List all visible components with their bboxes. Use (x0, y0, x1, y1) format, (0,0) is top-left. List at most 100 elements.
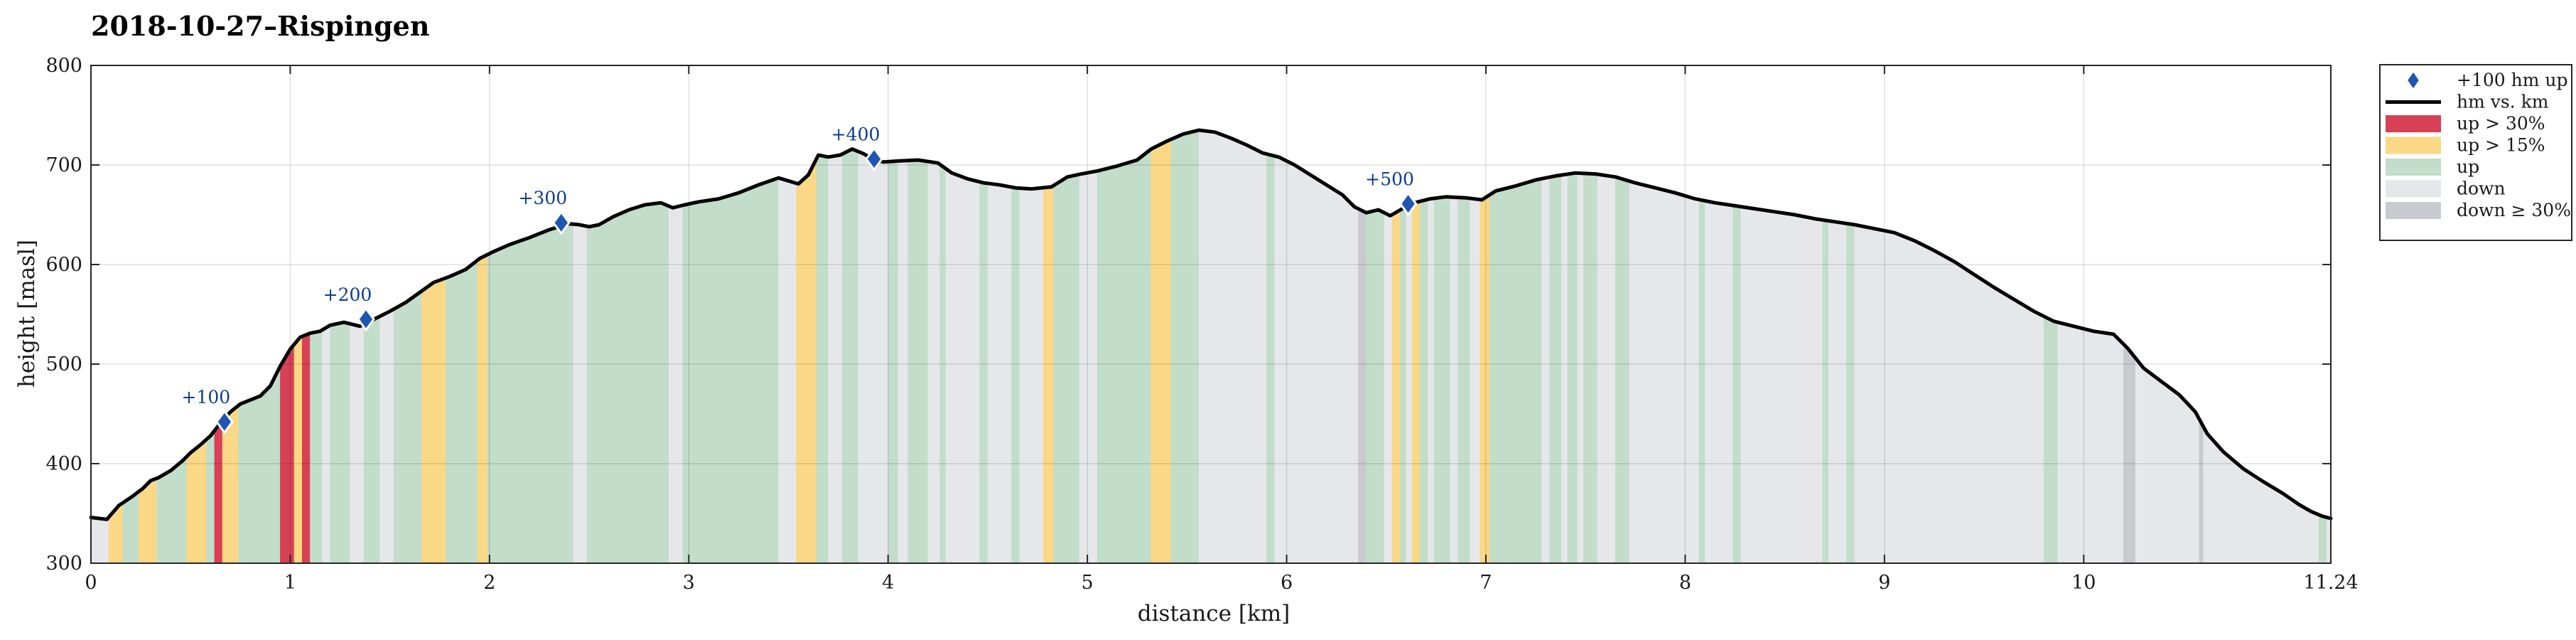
band-up (1170, 129, 1200, 564)
band-down (1597, 174, 1616, 564)
band-down (1470, 198, 1480, 564)
x-tick-label: 9 (1878, 572, 1890, 594)
x-axis-label: distance [km] (1138, 601, 1290, 626)
band-down-ge-30 (2199, 419, 2204, 564)
band-down-ge-30 (2123, 343, 2136, 564)
x-tick-label: 2 (483, 572, 495, 594)
band-up (816, 154, 829, 564)
band-up-gt-15 (186, 439, 207, 564)
band-up (330, 321, 350, 564)
plot-frame (90, 65, 2332, 564)
band-down (573, 223, 588, 564)
legend-swatch-down-ge-30 (2386, 202, 2441, 219)
band-down (379, 309, 394, 564)
profile-line-layer (89, 128, 2333, 521)
gradient-bands (90, 129, 2332, 564)
band-down (858, 151, 889, 564)
band-up (888, 161, 899, 564)
axes (90, 65, 2332, 564)
band-up (1615, 176, 1630, 564)
band-up (1567, 172, 1578, 564)
band-down (1079, 171, 1098, 564)
x-tick-label: 3 (683, 572, 695, 594)
band-up (445, 260, 478, 564)
band-down (321, 324, 330, 564)
band-up-gt-15 (1391, 209, 1401, 564)
legend-label: down (2457, 178, 2506, 199)
band-up (586, 202, 669, 564)
milestone-marker (357, 306, 375, 332)
milestone-label: +400 (831, 124, 880, 145)
band-up (1457, 197, 1470, 564)
band-up (310, 329, 323, 564)
milestone-label: +500 (1365, 169, 1414, 190)
band-down (778, 177, 797, 564)
band-down (90, 516, 109, 564)
band-up (1053, 174, 1080, 564)
band-up (1266, 154, 1276, 564)
band-up (1698, 199, 1705, 564)
band-up-gt-15 (1411, 201, 1421, 564)
milestone-marker (215, 409, 234, 434)
band-up (1489, 178, 1542, 564)
profile-line (89, 128, 2333, 521)
band-up (206, 430, 215, 564)
band-up-gt-30 (280, 343, 295, 564)
milestone-marker (551, 210, 571, 235)
band-up (1583, 173, 1598, 564)
legend-swatch-down (2386, 180, 2441, 198)
band-up (1433, 196, 1450, 564)
band-up (1822, 219, 1829, 564)
y-tick-label: 600 (45, 254, 82, 276)
band-down (1561, 174, 1568, 564)
x-tick-label: 10 (2071, 572, 2096, 594)
band-up-gt-30 (214, 420, 223, 564)
band-up (2318, 514, 2327, 564)
band-down (987, 183, 1012, 564)
legend-swatch-up (2386, 159, 2441, 176)
band-up-gt-15 (108, 502, 124, 564)
band-down (1828, 220, 1847, 564)
milestone-markers: +100 +200 +300 +400 +500 (182, 124, 1418, 434)
band-up (1400, 206, 1407, 564)
x-tick-label: 0 (85, 572, 97, 594)
band-up (1420, 198, 1428, 564)
band-up (1732, 205, 1742, 564)
band-down (1450, 196, 1459, 564)
band-down (1428, 198, 1435, 564)
tick-labels: 0 1 2 3 4 5 6 7 8 9 10 11.24 300 400 500 600 700 800 (45, 55, 2358, 594)
x-tick-label: 1 (284, 572, 296, 594)
x-tick-label: 4 (882, 572, 894, 594)
band-up-gt-15 (293, 336, 303, 564)
band-down (1198, 129, 1267, 564)
milestone-label: +200 (323, 284, 372, 305)
band-up-gt-15 (477, 254, 488, 564)
band-down (1019, 187, 1044, 564)
band-down (828, 154, 843, 564)
band-up (393, 290, 422, 564)
band-down (1629, 181, 1700, 564)
band-down (2057, 321, 2124, 564)
milestone-marker (1399, 191, 1418, 217)
band-up (1846, 223, 1855, 564)
band-down (1274, 156, 1359, 564)
milestone-label: +100 (182, 387, 231, 407)
band-down (350, 323, 365, 564)
y-tick-label: 700 (45, 154, 82, 176)
band-down (1740, 206, 1823, 564)
x-tick-label: 5 (1082, 572, 1094, 594)
band-up (363, 316, 380, 564)
legend-label: up > 30% (2457, 113, 2545, 134)
band-up (841, 149, 858, 564)
band-up (682, 177, 779, 564)
band-down (1705, 201, 1734, 564)
band-up-gt-15 (796, 159, 817, 564)
y-axis-label: height [masl] (14, 240, 40, 388)
chart-title: 2018-10-27–Rispingen (91, 10, 430, 42)
band-down (1406, 203, 1413, 564)
milestone-marker (865, 146, 883, 172)
legend-label: +100 hm up (2457, 70, 2567, 90)
band-down (898, 160, 909, 564)
